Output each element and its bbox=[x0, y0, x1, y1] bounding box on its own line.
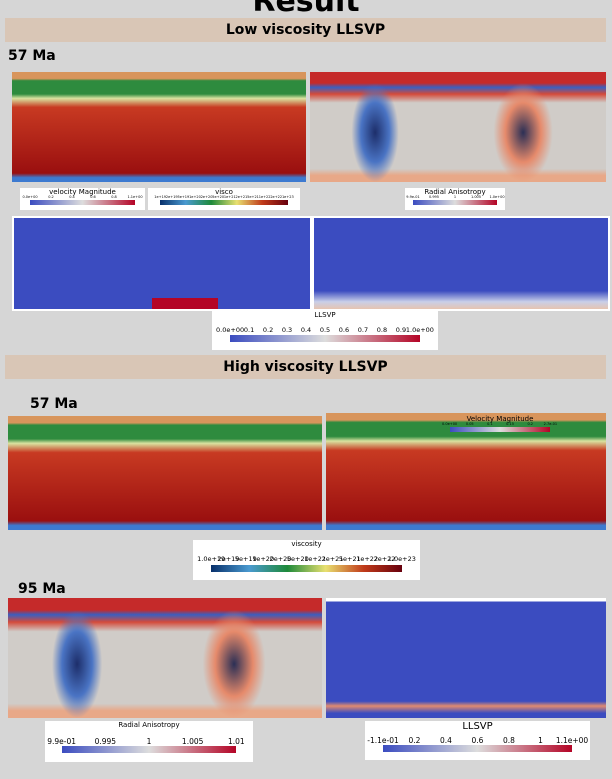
colorbar-gradient bbox=[160, 200, 288, 205]
colorbar-tick-label: 0.2 bbox=[527, 422, 533, 426]
colorbar-title: LLSVP bbox=[212, 311, 438, 319]
colorbar-title: LLSVP bbox=[365, 721, 590, 732]
colorbar-tick-label: 2e+22 bbox=[270, 195, 282, 199]
colorbar-tick-label: 0.05 bbox=[466, 422, 474, 426]
colorbar: Radial Anisotropy 9.9e-01 0.995 1 1.005 1.01 bbox=[45, 721, 253, 762]
colorbar-tick-label: 0.6 bbox=[339, 326, 349, 334]
colorbar-gradient bbox=[230, 335, 420, 342]
colorbar-gradient bbox=[383, 745, 572, 752]
simulation-image bbox=[312, 216, 610, 311]
colorbar-tick-label: 1.005 bbox=[471, 195, 481, 199]
colorbar-tick-label: 0.8 bbox=[111, 195, 117, 199]
panel-label: 95 Ma bbox=[18, 581, 66, 597]
colorbar-tick-label: 1.0e+23 bbox=[388, 555, 416, 563]
simulation-image bbox=[326, 598, 606, 718]
colorbar-title: velocity Magnitude bbox=[20, 188, 145, 196]
colorbar-tick-label: 5e+19 bbox=[177, 195, 189, 199]
colorbar-tick-label: 0.995 bbox=[95, 737, 116, 746]
colorbar-tick-label: 1.0e+00 bbox=[406, 326, 434, 334]
title: Result bbox=[0, 0, 612, 19]
simulation-image bbox=[12, 216, 312, 311]
colorbar-tick-label: 0.6 bbox=[472, 736, 484, 745]
colorbar-tick-label: 1.1e+00 bbox=[127, 195, 142, 199]
colorbar-tick-label: 0.0e+00 bbox=[216, 326, 244, 334]
colorbar-gradient bbox=[62, 746, 237, 753]
colorbar-tick-label: 2e+19 bbox=[166, 195, 178, 199]
colorbar-gradient bbox=[211, 565, 402, 572]
simulation-image bbox=[310, 72, 606, 182]
colorbar-tick-label: 0.4 bbox=[69, 195, 75, 199]
colorbar-tick-label: 0.7 bbox=[358, 326, 368, 334]
simulation-image bbox=[12, 72, 306, 182]
colorbar-tick-label: 0.3 bbox=[282, 326, 292, 334]
colorbar-tick-label: 1.1e+00 bbox=[556, 736, 588, 745]
colorbar-tick-label: 0.2 bbox=[48, 195, 54, 199]
colorbar-tick-label: 0.5 bbox=[320, 326, 330, 334]
colorbar-tick-label: 0.2 bbox=[263, 326, 273, 334]
simulation-image bbox=[8, 598, 322, 718]
colorbar-title: viscosity bbox=[193, 540, 420, 548]
colorbar-tick-label: 1.0e+00 bbox=[489, 195, 504, 199]
section-heading: High viscosity LLSVP bbox=[5, 355, 606, 379]
colorbar-tick-label: 1 bbox=[454, 195, 456, 199]
colorbar-tick-label: 0.0e+00 bbox=[22, 195, 37, 199]
colorbar-tick-label: 0.4 bbox=[301, 326, 311, 334]
colorbar-tick-label: 1.01 bbox=[228, 737, 245, 746]
colorbar-tick-label: 9.9e-01 bbox=[47, 737, 76, 746]
colorbar-tick-label: 0.4 bbox=[440, 736, 452, 745]
colorbar-tick-label: -1.1e-01 bbox=[367, 736, 399, 745]
colorbar-title: Velocity Magnitude bbox=[440, 415, 560, 423]
colorbar-tick-label: 5e+20 bbox=[212, 195, 224, 199]
colorbar-tick-label: 2.7e-01 bbox=[544, 422, 557, 426]
colorbar-tick-label: 1e+23 bbox=[282, 195, 294, 199]
colorbar-tick-label: 2e+20 bbox=[201, 195, 213, 199]
colorbar-tick-label: 1e+19 bbox=[154, 195, 166, 199]
section-heading: Low viscosity LLSVP bbox=[5, 18, 606, 42]
colorbar-tick-label: 2e+21 bbox=[236, 195, 248, 199]
colorbar: LLSVP -1.1e-01 0.2 0.4 0.6 0.8 1 1.1e+00 bbox=[365, 721, 590, 760]
colorbar-gradient bbox=[450, 427, 551, 432]
colorbar-tick-label: 0.6 bbox=[90, 195, 96, 199]
colorbar-tick-label: 0.15 bbox=[506, 422, 514, 426]
colorbar-tick-label: 5e+21 bbox=[247, 195, 259, 199]
colorbar-tick-label: 1 bbox=[538, 736, 543, 745]
colorbar-tick-label: 1 bbox=[147, 737, 152, 746]
simulation-image bbox=[8, 416, 322, 530]
colorbar-gradient bbox=[30, 200, 135, 205]
colorbar-tick-label: 0.9 bbox=[396, 326, 406, 334]
colorbar-tick-label: 0.1 bbox=[487, 422, 493, 426]
panel-label: 57 Ma bbox=[30, 396, 78, 412]
colorbar-tick-label: 9.9e-01 bbox=[406, 195, 419, 199]
colorbar-tick-label: 1e+20 bbox=[189, 195, 201, 199]
colorbar-tick-label: 0.995 bbox=[429, 195, 439, 199]
colorbar-tick-label: 1e+21 bbox=[224, 195, 236, 199]
colorbar-tick-label: 0.0e+00 bbox=[442, 422, 457, 426]
colorbar-tick-label: 0.1 bbox=[244, 326, 254, 334]
panel-label: 57 Ma bbox=[8, 48, 56, 64]
colorbar-gradient bbox=[413, 200, 497, 205]
colorbar-tick-label: 1.005 bbox=[182, 737, 203, 746]
page: Result Low viscosity LLSVP 57 Ma velocit… bbox=[0, 0, 612, 779]
colorbar-title: Radial Anisotropy bbox=[45, 721, 253, 729]
colorbar-tick-label: 0.8 bbox=[503, 736, 515, 745]
colorbar-tick-label: 1e+22 bbox=[259, 195, 271, 199]
colorbar-tick-label: 0.8 bbox=[377, 326, 387, 334]
colorbar-tick-label: 0.2 bbox=[409, 736, 421, 745]
